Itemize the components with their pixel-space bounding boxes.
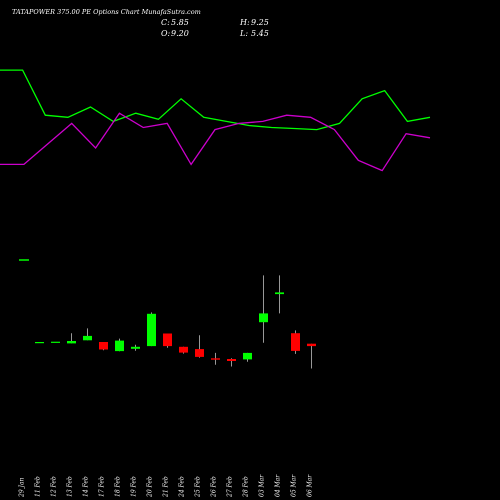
x-tick-label: 05 Mar [291,474,298,497]
candle-body [83,335,92,341]
candle-body [307,343,316,347]
candle-body [259,313,268,323]
high-value: 9.25 [251,18,269,27]
candle-body [51,341,60,343]
close-label: C: [161,18,170,27]
x-tick-label: 27 Feb [227,476,234,498]
candle-body [291,333,300,351]
candle-body [275,292,284,295]
x-tick-label: 25 Feb [195,476,202,498]
high-label: H: [239,18,250,27]
candle-body [131,346,140,349]
close-value: 5.85 [171,18,189,27]
candle-body [67,341,76,344]
candle-body [35,342,44,344]
x-tick-label: 19 Feb [131,476,138,497]
x-tick-label: 04 Mar [275,474,282,497]
candle-body [99,342,108,350]
x-tick-label: 18 Feb [115,476,122,497]
x-axis-labels: 29 Jan 11 Feb 12 Feb 13 Feb 14 Feb 17 Feb 18 F… [19,474,314,498]
green-indicator-line [0,69,431,131]
x-tick-label: 17 Feb [99,476,106,497]
candle-body [211,358,220,360]
candle-body [163,333,172,347]
x-tick-label: 06 Mar [307,474,314,497]
candle-body [147,313,156,347]
x-tick-label: 24 Feb [179,476,186,498]
chart-title: TATAPOWER 375.00 PE Options Chart Munafa… [12,8,201,16]
x-tick-label: 14 Feb [83,476,90,497]
x-tick-label: 13 Feb [67,476,74,497]
candle-body [179,346,188,353]
x-tick-label: 29 Jan [19,477,26,498]
candle-body [195,349,204,357]
x-tick-label: 21 Feb [163,476,170,498]
candle-body [243,352,252,360]
low-label: L: [239,29,248,38]
x-tick-label: 28 Feb [243,476,250,498]
candles-group [35,275,316,369]
x-tick-label: 26 Feb [211,476,218,498]
candle-body [227,359,236,361]
x-tick-label: 20 Feb [147,476,154,498]
candle-body [115,340,124,352]
open-value: 9.20 [171,29,189,38]
x-tick-label: 03 Mar [259,474,266,497]
low-value: 5.45 [251,29,269,38]
x-tick-label: 11 Feb [35,476,42,497]
x-tick-label: 12 Feb [51,476,58,497]
indicator-lines [0,69,431,172]
magenta-indicator-line [0,112,431,172]
open-label: O: [161,29,171,38]
